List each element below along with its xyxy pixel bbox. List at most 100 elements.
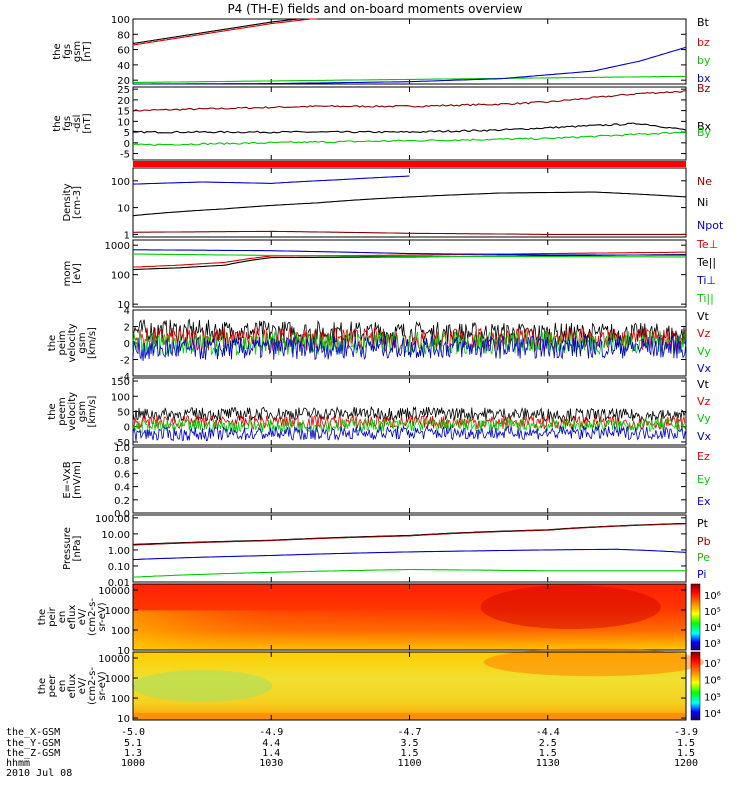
legend-entry: Ey <box>697 473 711 486</box>
y-axis-label: -dsl <box>72 115 83 133</box>
y-tick-label: 1.00 <box>108 546 130 557</box>
legend-entry: Pb <box>697 535 711 548</box>
y-axis-label: peem <box>57 397 68 425</box>
y-axis-label: sr-eV) <box>97 671 108 700</box>
ion-spectrogram-peak <box>480 585 661 630</box>
y-axis-label: gsm <box>77 332 88 353</box>
series-Vz <box>132 414 687 431</box>
legend-entry: Pi <box>697 568 706 581</box>
panel-5: 4 2 0 -2 -4 the peim velocity gsm [km/s] Vt Vz Vy Vx <box>47 306 712 383</box>
y-tick-label: 10000 <box>98 654 130 665</box>
y-tick-label: -50 <box>114 438 130 449</box>
y-axis-label: [nT] <box>82 113 93 133</box>
y-tick-label: 10 <box>117 204 130 215</box>
legend-entry: Vt <box>697 310 710 323</box>
series-Ti|| <box>133 253 686 258</box>
panel-10: 10⁷ 10⁶ 10⁵ 10⁴ 10000 1000 100 10 the peer en eflux… <box>37 648 721 725</box>
y-axis-label: [cm-3] <box>72 186 83 219</box>
legend-entry: By <box>697 126 712 139</box>
y-tick-label: 10000 <box>98 586 130 597</box>
series-Pi <box>132 548 687 561</box>
y-tick-label: 1000 <box>105 674 130 685</box>
y-axis-label: fgs <box>62 116 73 131</box>
legend-entry: Vy <box>697 345 711 358</box>
y-tick-label: 50 <box>117 408 130 419</box>
y-axis-label: eflux <box>67 674 78 699</box>
y-tick-label: 10.00 <box>101 530 130 541</box>
series-Pb <box>132 523 687 546</box>
y-tick-label: 1 <box>124 230 130 241</box>
series-bz <box>132 18 318 46</box>
y-axis-label: velocity <box>67 392 78 431</box>
panel-frame <box>132 514 687 583</box>
legend-entry: Bt <box>697 16 710 29</box>
series-Vt <box>132 318 687 346</box>
series-Ne <box>133 230 686 235</box>
y-tick-label: 0.8 <box>114 456 130 467</box>
y-tick-label: 40 <box>117 61 130 72</box>
panel-1: 100 80 60 40 20 the fgs gsm [nT] Bt bz by bx <box>52 15 711 87</box>
ephemeris-value: 1.5 <box>400 748 418 759</box>
legend-entry: Te|| <box>696 256 716 269</box>
ephemeris-value: -4.7 <box>397 727 421 738</box>
y-tick-label: -4 <box>120 372 130 383</box>
y-axis-label: [eV] <box>72 263 83 284</box>
series-bx <box>133 46 687 85</box>
y-tick-label: -5 <box>120 150 130 161</box>
panel-frame <box>132 446 687 514</box>
y-tick-label: 10 <box>117 646 130 657</box>
y-tick-label: 20 <box>117 76 130 87</box>
y-tick-label: 60 <box>117 46 130 57</box>
y-tick-label: 0.10 <box>108 562 130 573</box>
ion-spectrogram-low <box>133 610 686 650</box>
ephemeris-value: 1.5 <box>677 738 695 749</box>
y-axis-label: the <box>47 403 58 419</box>
ephemeris-value: 1000 <box>121 758 145 769</box>
y-axis-label: (cm2-s- <box>87 598 98 636</box>
ephemeris-value: 2.5 <box>539 738 557 749</box>
date-label: 2010 Jul 08 <box>6 768 72 779</box>
ephemeris-value: 3.5 <box>400 738 418 749</box>
y-axis-label: [km/s] <box>87 327 98 359</box>
y-tick-label: 25 <box>117 85 130 96</box>
colorbar <box>690 651 701 721</box>
y-axis-label: the <box>52 43 63 59</box>
colorbar-label: 10⁴ <box>704 623 721 634</box>
series-Bt <box>132 18 318 45</box>
y-axis-label: Pressure <box>62 527 73 570</box>
legend-entry: Vy <box>697 412 711 425</box>
ephemeris-value: 1200 <box>674 758 698 769</box>
y-tick-label: 0.2 <box>114 496 130 507</box>
y-axis-label: velocity <box>67 323 78 362</box>
series-Vt <box>132 406 687 423</box>
colorbar-label: 10⁶ <box>704 591 721 602</box>
y-axis-label: [nPa] <box>72 535 83 561</box>
series-Vx <box>132 424 687 442</box>
panel-4: 1000 100 10 mom [eV] Te⊥ Te|| Ti⊥ Ti|| <box>62 238 718 311</box>
legend-entry: Ne <box>697 175 712 188</box>
colorbar-label: 10⁴ <box>704 709 721 720</box>
series-By <box>132 131 687 146</box>
y-axis-label: (cm2-s- <box>87 667 98 705</box>
y-tick-label: 100 <box>111 15 130 26</box>
y-tick-label: 0 <box>124 139 130 150</box>
legend-entry: Bx <box>697 120 712 133</box>
y-axis-label: [km/s] <box>87 395 98 427</box>
colorbar-label: 10⁷ <box>704 659 721 670</box>
ephemeris-value: 1030 <box>259 758 283 769</box>
y-tick-label: 5 <box>124 128 130 139</box>
y-tick-label: 2 <box>124 323 130 334</box>
y-axis-label: the <box>47 335 58 351</box>
series-Npot <box>133 175 410 185</box>
y-axis-label: gsm <box>77 401 88 422</box>
legend-entry: by <box>697 54 711 67</box>
y-tick-label: 4 <box>124 306 130 317</box>
y-tick-label: 100 <box>111 177 130 188</box>
legend-entry: Ni <box>697 196 708 209</box>
legend-entry: Vx <box>697 430 712 443</box>
series-Ti⊥ <box>133 249 686 256</box>
y-axis-label: en <box>57 680 68 693</box>
legend-entry: Te⊥ <box>696 238 718 251</box>
